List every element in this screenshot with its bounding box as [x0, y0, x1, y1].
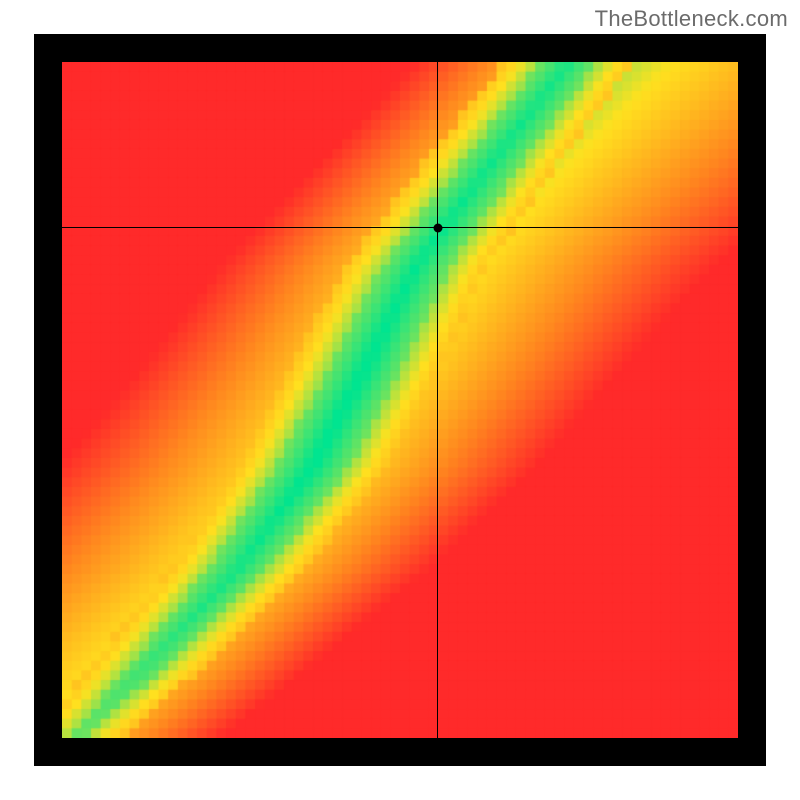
crosshair-marker: [433, 223, 442, 232]
chart-frame: [34, 34, 766, 766]
crosshair-horizontal: [62, 227, 738, 228]
chart-container: TheBottleneck.com: [0, 0, 800, 800]
bottleneck-heatmap: [62, 62, 738, 738]
watermark-text: TheBottleneck.com: [595, 6, 788, 32]
crosshair-vertical: [437, 62, 438, 738]
